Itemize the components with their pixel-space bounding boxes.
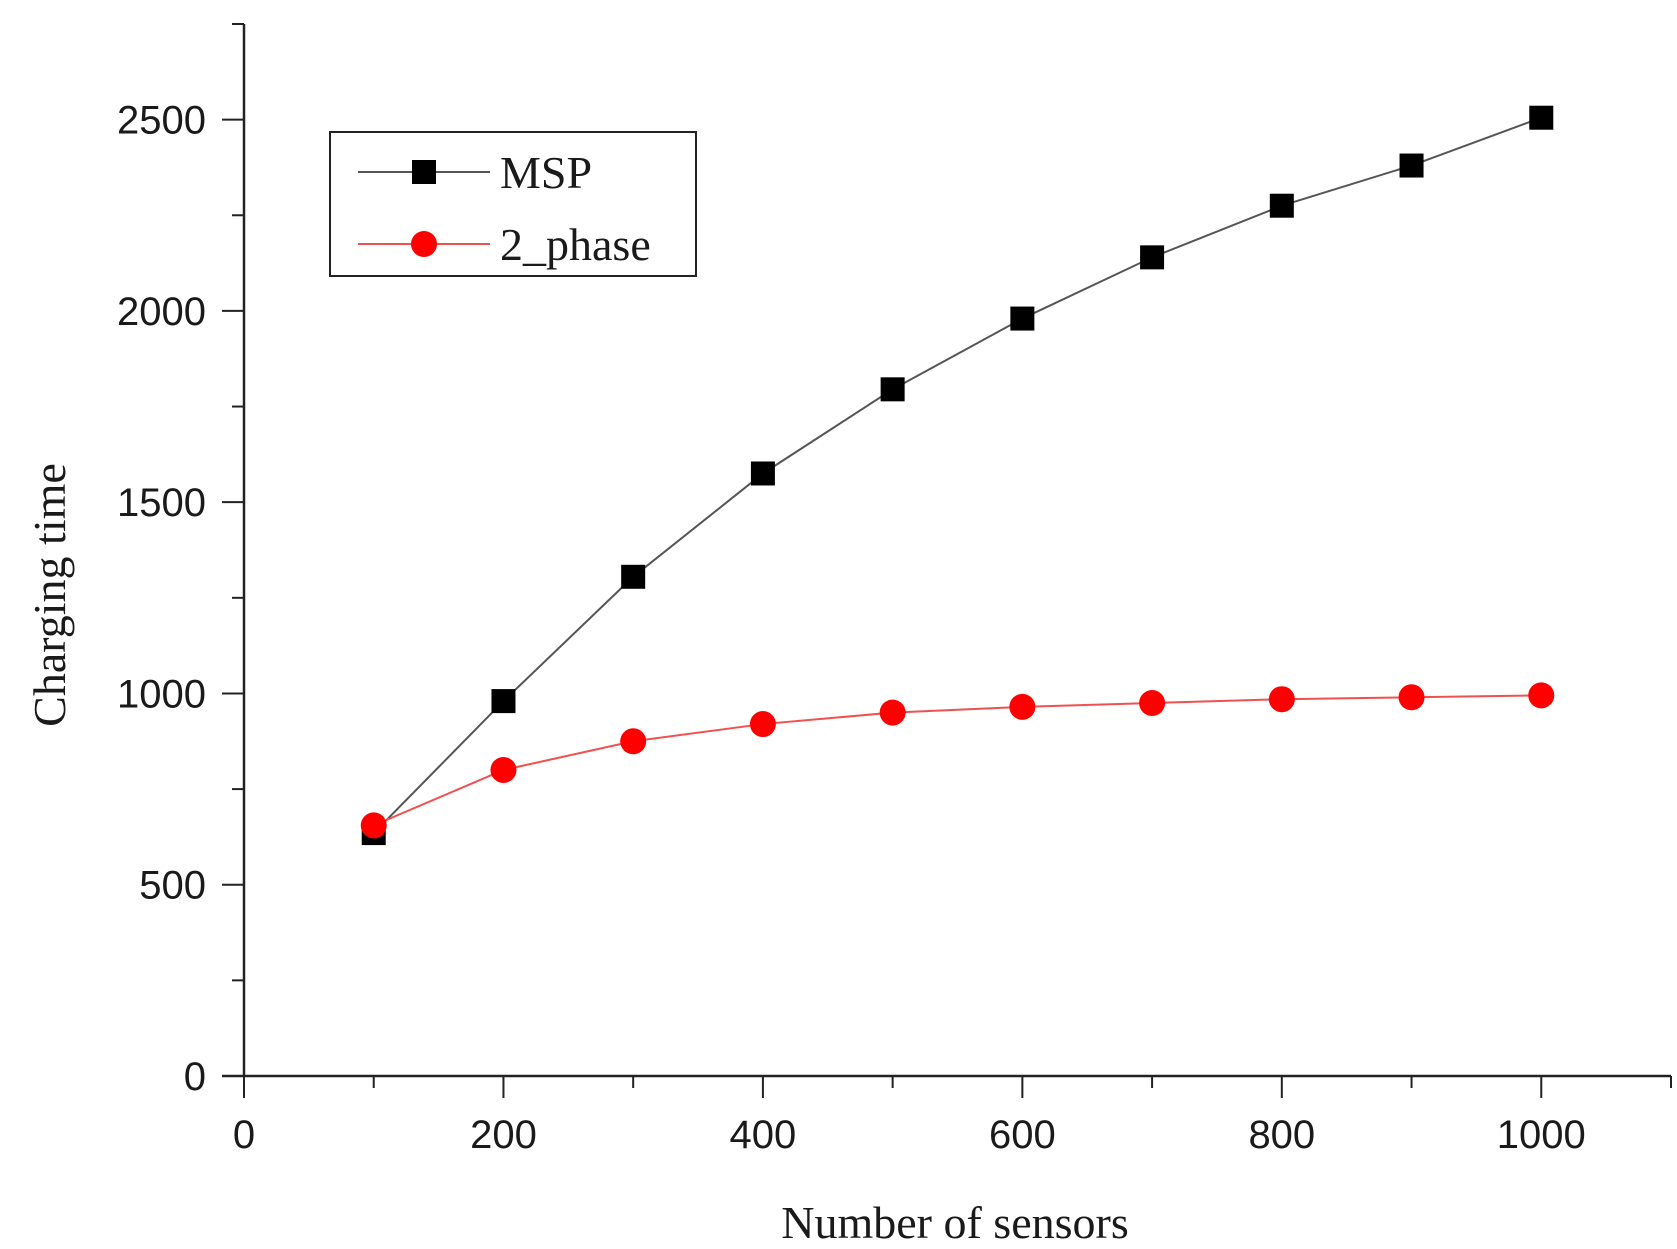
ticks: 0 200 400 600 800 1000 0 500 1000 1500 2000 2500	[117, 23, 1672, 1157]
x-tick-label: 200	[470, 1113, 537, 1157]
y-tick-label: 2000	[117, 290, 206, 334]
x-tick-label: 1000	[1497, 1113, 1586, 1157]
y-tick-label: 500	[139, 864, 206, 908]
data-point-msp	[491, 689, 516, 714]
data-point-msp	[1529, 105, 1554, 130]
series-line-2-phase	[373, 694, 1542, 827]
series-line-msp	[373, 116, 1542, 834]
y-tick-label: 2500	[117, 99, 206, 143]
x-tick-label: 800	[1248, 1113, 1315, 1157]
legend-marker-msp	[412, 160, 436, 184]
x-tick-label: 400	[730, 1113, 797, 1157]
data-point-2-phase	[620, 728, 647, 755]
x-tick-label: 0	[233, 1113, 255, 1157]
legend-label-msp: MSP	[500, 147, 592, 198]
x-axis-title: Number of sensors	[781, 1197, 1129, 1248]
data-point-msp	[1140, 245, 1165, 270]
y-tick-label: 1500	[117, 481, 206, 525]
data-point-2-phase	[1009, 693, 1036, 720]
data-point-msp	[750, 461, 775, 486]
series-layer	[360, 105, 1555, 846]
data-point-2-phase	[1528, 682, 1555, 709]
y-tick-label: 1000	[117, 672, 206, 716]
data-point-2-phase	[879, 699, 906, 726]
legend-marker-2-phase	[411, 231, 437, 257]
x-tick-label: 600	[989, 1113, 1056, 1157]
legend-box	[329, 131, 697, 277]
data-point-msp	[621, 564, 646, 589]
data-point-msp	[1269, 193, 1294, 218]
data-point-2-phase	[490, 756, 517, 783]
legend-label-2-phase: 2_phase	[500, 219, 651, 270]
legend: MSP 2_phase	[329, 131, 697, 277]
y-axis-title: Charging time	[24, 463, 75, 727]
data-point-2-phase	[749, 711, 776, 738]
data-point-msp	[880, 377, 905, 402]
data-point-msp	[1399, 153, 1424, 178]
data-point-2-phase	[360, 812, 387, 839]
y-tick-label: 0	[184, 1055, 206, 1099]
data-point-msp	[1010, 306, 1035, 331]
data-point-2-phase	[1268, 686, 1295, 713]
data-point-2-phase	[1398, 684, 1425, 711]
data-point-2-phase	[1139, 690, 1166, 717]
